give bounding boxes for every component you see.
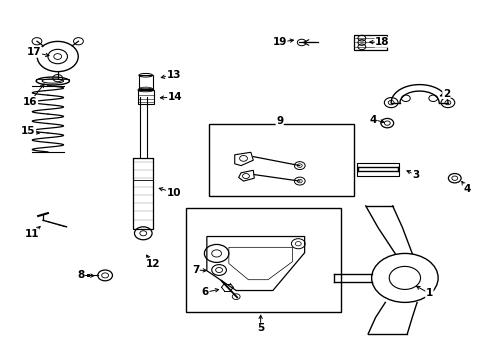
Bar xyxy=(185,208,341,312)
Text: 15: 15 xyxy=(21,126,36,136)
Bar xyxy=(356,163,398,176)
Text: 14: 14 xyxy=(167,92,182,102)
Text: 16: 16 xyxy=(23,96,38,107)
Bar xyxy=(139,75,152,89)
Bar xyxy=(353,35,386,50)
Bar xyxy=(133,158,153,229)
Text: 2: 2 xyxy=(442,89,449,99)
Text: 11: 11 xyxy=(24,229,39,239)
Text: 8: 8 xyxy=(77,270,84,280)
Text: 18: 18 xyxy=(374,37,389,47)
Text: 13: 13 xyxy=(166,69,181,80)
Text: 12: 12 xyxy=(145,258,160,269)
Text: 5: 5 xyxy=(257,323,264,333)
Text: 6: 6 xyxy=(202,287,208,297)
Text: 9: 9 xyxy=(276,116,283,126)
Text: 1: 1 xyxy=(425,288,432,298)
Text: 3: 3 xyxy=(411,170,418,180)
Text: 7: 7 xyxy=(191,265,199,275)
Text: 4: 4 xyxy=(462,184,470,194)
Text: 19: 19 xyxy=(272,37,286,47)
Text: 10: 10 xyxy=(166,188,181,198)
Text: 17: 17 xyxy=(27,47,41,57)
Text: 4: 4 xyxy=(368,114,376,125)
Bar xyxy=(209,124,353,196)
Bar xyxy=(138,90,153,104)
